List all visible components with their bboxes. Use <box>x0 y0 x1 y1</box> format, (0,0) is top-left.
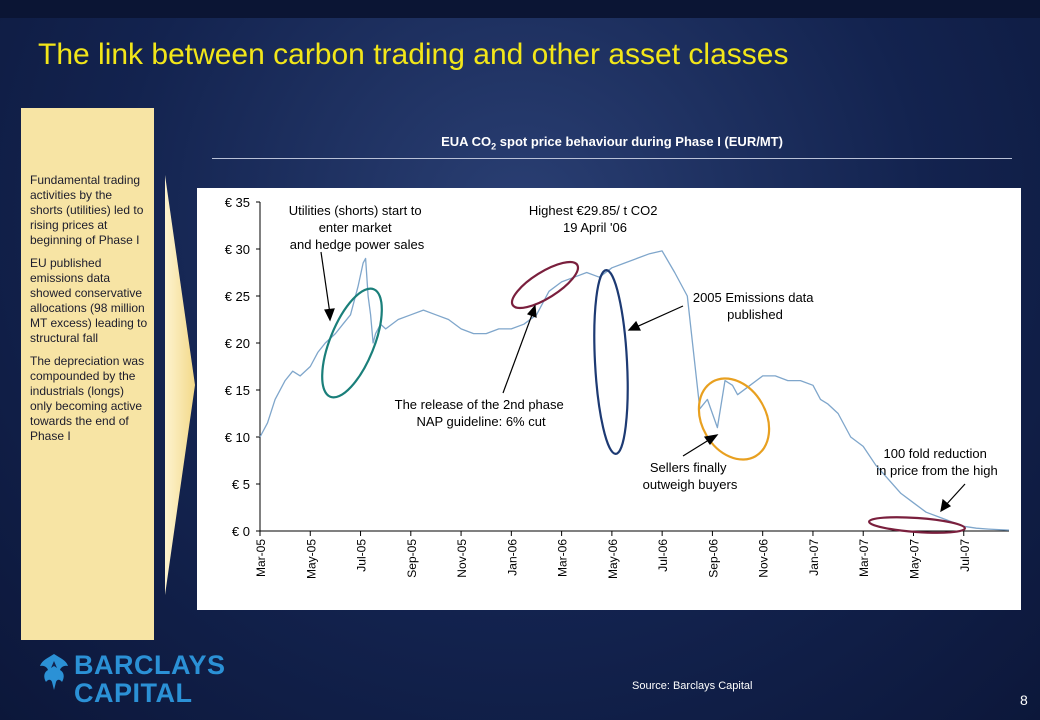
y-tick-label: € 30 <box>225 242 250 257</box>
x-tick-label: Sep-06 <box>706 539 720 578</box>
price-series-line <box>259 250 1010 531</box>
y-tick-label: € 0 <box>232 524 250 539</box>
page-title: The link between carbon trading and othe… <box>38 38 789 71</box>
highlight-ellipse-maroon-top <box>510 260 580 310</box>
x-tick-label: Nov-06 <box>757 539 771 578</box>
sidebar-paragraph-1: Fundamental trading activities by the sh… <box>30 173 144 247</box>
chart-title: EUA CO2 spot price behaviour during Phas… <box>441 134 783 152</box>
eagle-logo-icon <box>40 654 68 690</box>
x-tick-label: May-05 <box>304 539 318 579</box>
annotation-reduction: 100 fold reduction in price from the hig… <box>876 446 997 478</box>
highlight-ellipse-maroon-bottom <box>868 516 966 534</box>
annotation-sellers: Sellers finally outweigh buyers <box>643 460 738 492</box>
x-tick-label: May-06 <box>606 539 620 579</box>
top-band <box>0 0 1040 18</box>
x-tick-label: Sep-05 <box>405 539 419 578</box>
y-tick-label: € 15 <box>225 383 250 398</box>
brand-line-1: BARCLAYS <box>74 650 226 680</box>
y-tick-label: € 20 <box>225 336 250 351</box>
price-chart: € 0 € 5 € 10 € 15 € 20 € 25 € 30 € 35 Mar-05 May… <box>225 195 1010 579</box>
highlight-ellipse-orange <box>697 377 771 461</box>
chart-plot-area: € 0 € 5 € 10 € 15 € 20 € 25 € 30 € 35 Mar-05 May… <box>197 188 1021 610</box>
x-tick-label: Jan-07 <box>807 539 821 576</box>
x-tick-label: Jul-05 <box>355 539 369 572</box>
brand-wordmark: BARCLAYS CAPITAL <box>74 651 226 707</box>
x-tick-label: Mar-05 <box>254 539 268 577</box>
highlight-ellipse-teal <box>321 287 383 399</box>
annotation-arrows <box>320 251 966 513</box>
annotation-nap: The release of the 2nd phase NAP guideli… <box>395 397 568 429</box>
chevron-arrow-icon <box>165 175 195 595</box>
x-tick-label: Mar-07 <box>857 539 871 577</box>
source-note: Source: Barclays Capital <box>632 680 753 692</box>
x-tick-label: Jul-07 <box>958 539 972 572</box>
annotation-emissions: 2005 Emissions data published <box>693 290 817 322</box>
x-tick-label: Mar-06 <box>556 539 570 577</box>
brand-line-2: CAPITAL <box>74 678 193 708</box>
highlight-ellipse-navy <box>593 269 629 455</box>
annotation-highest: Highest €29.85/ t CO2 19 April '06 <box>529 203 661 235</box>
y-tick-label: € 5 <box>232 477 250 492</box>
x-tick-label: Jul-06 <box>656 539 670 572</box>
x-tick-label: May-07 <box>907 539 921 579</box>
page-number: 8 <box>1020 692 1028 708</box>
y-tick-label: € 35 <box>225 195 250 210</box>
chart-title-rule <box>212 158 1012 159</box>
sidebar-panel: Fundamental trading activities by the sh… <box>21 108 154 640</box>
x-tick-label: Jan-06 <box>505 539 519 576</box>
sidebar-text: Fundamental trading activities by the sh… <box>30 173 148 452</box>
annotation-utilities: Utilities (shorts) start to enter market… <box>289 203 426 252</box>
sidebar-paragraph-3: The depreciation was compounded by the i… <box>30 354 145 443</box>
sidebar-paragraph-2: EU published emissions data showed conse… <box>30 256 148 345</box>
x-tick-label: Nov-05 <box>455 539 469 578</box>
y-tick-label: € 25 <box>225 289 250 304</box>
y-tick-label: € 10 <box>225 430 250 445</box>
